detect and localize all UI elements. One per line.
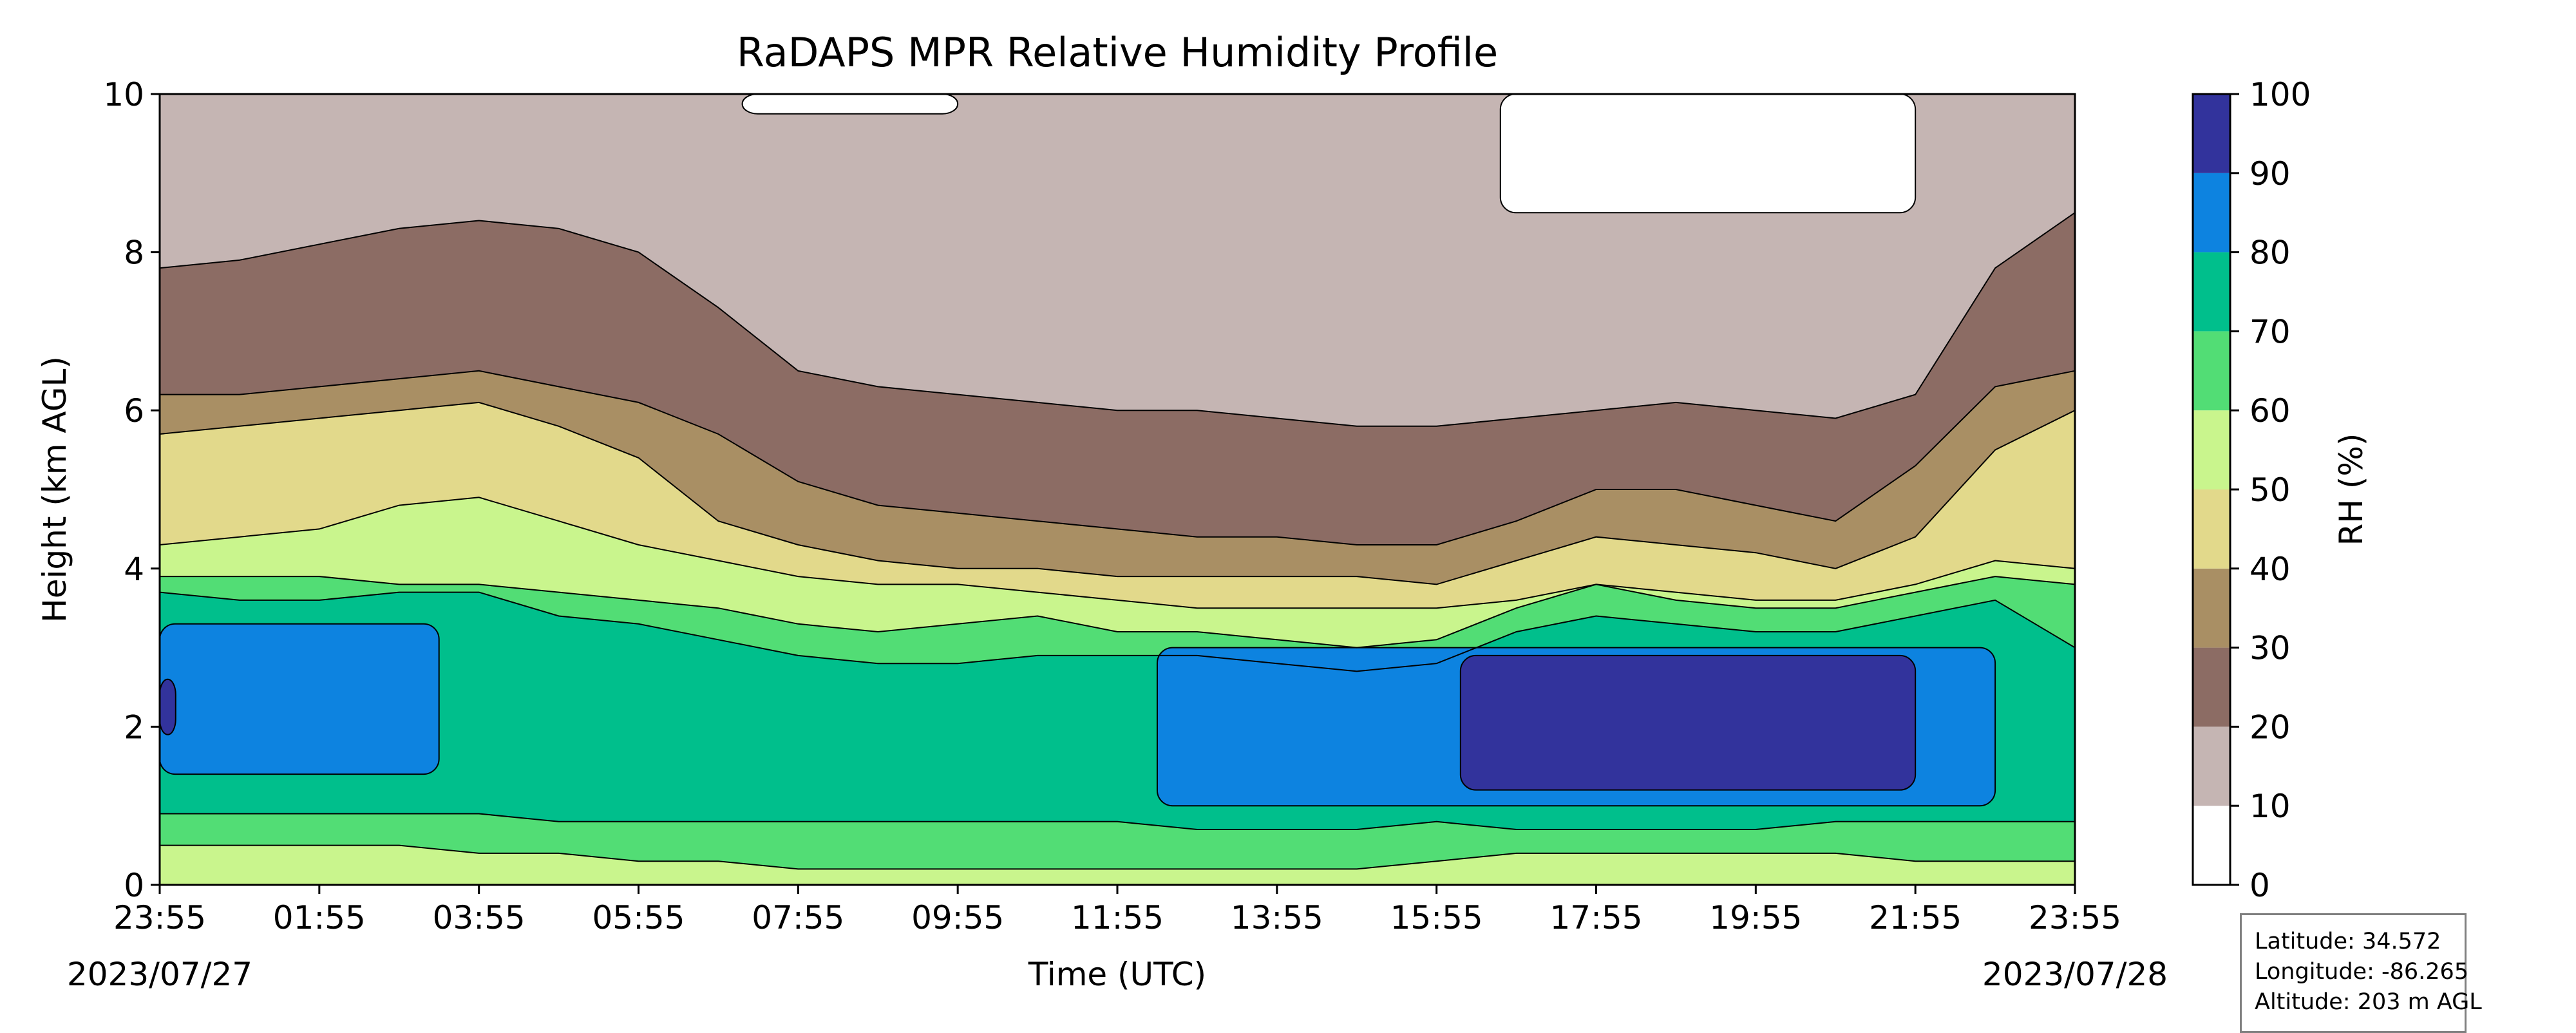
y-tick-label: 10 [103, 76, 144, 113]
longitude-text: Longitude: -86.265 [2255, 959, 2469, 985]
end-date-label: 2023/07/28 [1982, 956, 2168, 993]
plot-area [158, 93, 2076, 886]
x-tick-label: 03:55 [433, 899, 526, 936]
colorbar-tick-label: 20 [2249, 708, 2291, 746]
colorbar-bin-0-10 [2193, 806, 2230, 885]
colorbar-bin-80-90 [2193, 173, 2230, 252]
y-axis-label: Height (km AGL) [36, 356, 73, 623]
rh-region-80-90-0 [159, 623, 440, 775]
latitude-text: Latitude: 34.572 [2255, 929, 2441, 954]
colorbar-bin-30-40 [2193, 568, 2230, 648]
rh-band-30-40 [160, 370, 2075, 585]
altitude-text: Altitude: 203 m AGL [2255, 989, 2482, 1015]
rh-band-50-60-surface [160, 845, 2075, 885]
start-date-label: 2023/07/27 [67, 956, 252, 993]
colorbar: 0 10 20 30 40 50 60 70 80 90 100 [2192, 76, 2311, 904]
colorbar-bin-60-70 [2193, 331, 2230, 411]
x-tick-label: 01:55 [273, 899, 366, 936]
colorbar-tick-label: 90 [2249, 155, 2291, 193]
rh-region-90-100-1 [1459, 654, 1917, 791]
rh-region-below-10-0 [741, 93, 959, 115]
contour-20 [159, 212, 2076, 427]
rh-band-50-60 [160, 497, 2075, 648]
contour-30 [160, 370, 2076, 545]
chart-title: RaDAPS MPR Relative Humidity Profile [737, 29, 1498, 76]
colorbar-tick-label: 10 [2249, 788, 2291, 825]
rh-band-60-70-low [160, 813, 2075, 869]
contour-60 [160, 576, 2076, 649]
rh-region-below-10-1 [1499, 93, 1917, 214]
colorbar-bin-20-30 [2193, 647, 2230, 727]
x-tick-label: 09:55 [911, 899, 1004, 936]
x-tick-label: 17:55 [1549, 899, 1642, 936]
x-tick-label: 07:55 [752, 899, 844, 936]
colorbar-tick-label: 50 [2249, 471, 2291, 509]
colorbar-tick-label: 70 [2249, 313, 2291, 350]
colorbar-bin-90-100 [2193, 94, 2230, 173]
contour-70-lower [160, 813, 2075, 830]
x-tick-label: 15:55 [1390, 899, 1483, 936]
colorbar-tick-label: 80 [2249, 234, 2291, 272]
colorbar-tick-label: 0 [2249, 867, 2270, 904]
x-axis: 23:55 01:55 03:55 05:55 07:55 09:55 11:55 13:55… [113, 885, 2121, 936]
colorbar-tick-label: 60 [2249, 392, 2291, 430]
colorbar-tick-label: 100 [2249, 76, 2311, 113]
contour-50 [159, 497, 2076, 609]
colorbar-tick-label: 40 [2249, 551, 2291, 588]
y-tick-label: 6 [124, 392, 144, 430]
contour-40 [159, 401, 2076, 585]
contour-70 [159, 591, 2076, 672]
x-tick-label: 05:55 [592, 899, 685, 936]
x-tick-label: 21:55 [1869, 899, 1962, 936]
x-tick-label: 23:55 [113, 899, 206, 936]
x-tick-label: 23:55 [2029, 899, 2121, 936]
rh-band-40-50 [160, 402, 2075, 609]
colorbar-bin-70-80 [2193, 252, 2230, 332]
colorbar-bin-40-50 [2193, 489, 2230, 569]
x-tick-label: 11:55 [1071, 899, 1164, 936]
colorbar-tick-label: 30 [2249, 630, 2291, 667]
y-tick-label: 0 [124, 867, 144, 904]
rh-region-90-100-0 [159, 678, 176, 735]
rh-band-20-30 [160, 213, 2075, 545]
y-tick-label: 8 [124, 234, 144, 272]
contour-60-lower [160, 844, 2075, 870]
station-info-box: Latitude: 34.572 Longitude: -86.265 Alti… [2240, 913, 2482, 1033]
colorbar-label: RH (%) [2333, 433, 2370, 546]
y-tick-label: 4 [124, 551, 144, 588]
colorbar-bin-10-20 [2193, 726, 2230, 806]
x-tick-label: 13:55 [1231, 899, 1323, 936]
x-tick-label: 19:55 [1709, 899, 1802, 936]
colorbar-bin-50-60 [2193, 410, 2230, 489]
x-axis-label: Time (UTC) [1028, 956, 1206, 993]
y-axis: 0 2 4 6 8 10 [103, 76, 160, 904]
y-tick-label: 2 [124, 708, 144, 746]
